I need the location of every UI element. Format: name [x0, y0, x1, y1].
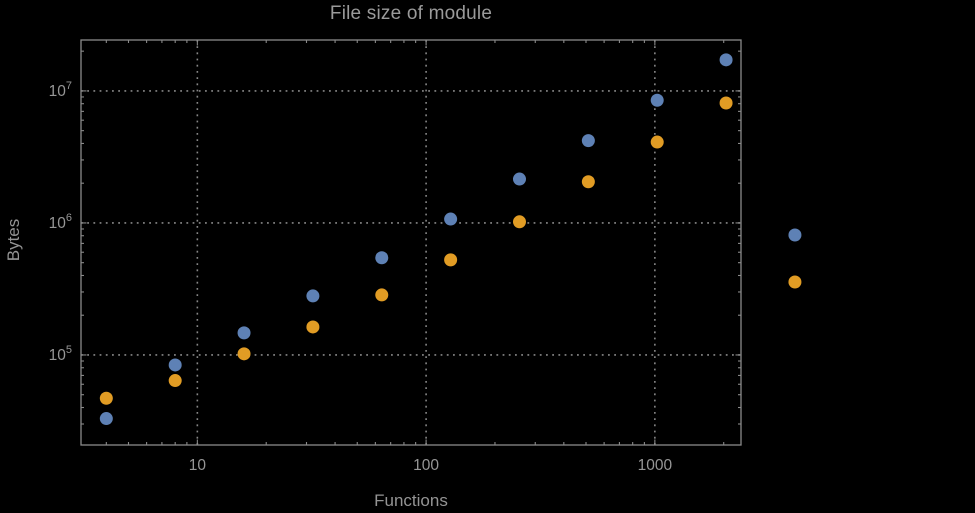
- y-axis-label: Bytes: [4, 218, 23, 262]
- data-point-series-orange-x128: [444, 253, 458, 267]
- y-tick-label-1e5: 105: [49, 344, 72, 364]
- data-point-series-blue-x128: [444, 212, 458, 226]
- data-point-series-orange-x1024: [650, 135, 664, 149]
- x-tick-label-10: 10: [189, 457, 207, 474]
- chart-title: File size of module: [329, 3, 493, 24]
- data-point-series-blue-x64: [375, 251, 389, 265]
- data-point-series-orange-x512: [581, 175, 595, 189]
- y-tick-label-1e7: 107: [49, 80, 72, 100]
- data-point-series-orange-x256: [512, 215, 526, 229]
- data-point-series-blue-x4096: [788, 228, 802, 242]
- data-point-series-blue-x512: [581, 134, 595, 148]
- x-tick-label-100: 100: [413, 457, 439, 474]
- data-point-series-blue-x4: [99, 412, 113, 426]
- data-point-series-orange-x4096: [788, 275, 802, 289]
- data-point-series-orange-x64: [375, 288, 389, 302]
- data-point-series-blue-x16: [237, 326, 251, 340]
- data-point-series-orange-x32: [306, 320, 320, 334]
- plot-frame: [80, 39, 742, 446]
- data-point-series-orange-x16: [237, 347, 251, 361]
- data-point-series-orange-x2048: [719, 96, 733, 110]
- x-axis-label: Functions: [374, 491, 448, 510]
- data-point-series-blue-x2048: [719, 53, 733, 67]
- data-point-series-blue-x1024: [650, 93, 664, 107]
- data-point-series-blue-x256: [512, 172, 526, 186]
- data-point-series-orange-x4: [99, 391, 113, 405]
- data-point-series-orange-x8: [168, 374, 182, 388]
- data-point-series-blue-x8: [168, 358, 182, 372]
- y-tick-label-1e6: 106: [49, 212, 72, 232]
- x-tick-label-1000: 1000: [638, 457, 673, 474]
- data-point-series-blue-x32: [306, 289, 320, 303]
